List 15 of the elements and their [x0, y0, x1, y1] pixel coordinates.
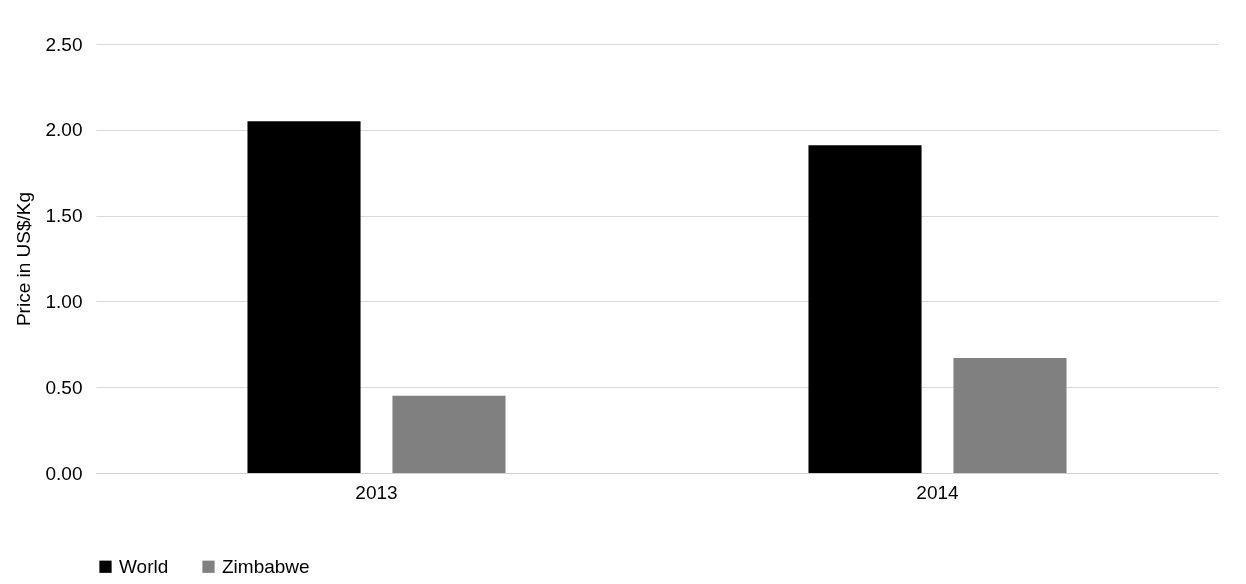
- y-tick-label: 0.00: [45, 462, 83, 484]
- x-tick-label: 2013: [355, 481, 398, 503]
- y-axis-title: Price in US$/Kg: [12, 191, 34, 327]
- legend-label: Zimbabwe: [222, 555, 310, 577]
- y-tick-label: 2.00: [45, 119, 83, 141]
- bar: [247, 121, 361, 473]
- y-tick-label: 1.50: [45, 205, 83, 227]
- bar: [953, 358, 1067, 473]
- bar: [392, 395, 506, 473]
- x-tick-label: 2014: [916, 481, 960, 503]
- y-tick-label: 1.00: [45, 290, 83, 312]
- bar: [808, 145, 922, 473]
- y-tick-label: 0.50: [45, 376, 83, 398]
- y-tick-label: 2.50: [45, 33, 83, 55]
- legend-label: World: [119, 555, 169, 577]
